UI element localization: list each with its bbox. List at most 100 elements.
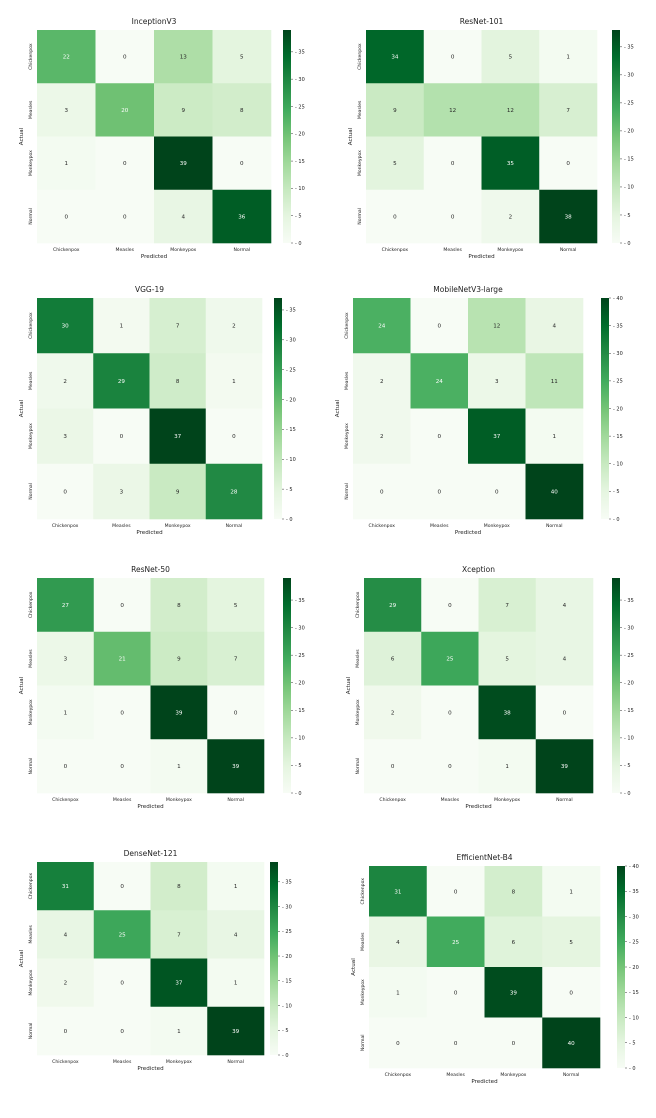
x-tick-label: Chickenpox — [369, 523, 396, 529]
heatmap-cell — [150, 862, 208, 911]
y-tick-label: Measles — [28, 925, 34, 944]
colorbar-tick-label: - 20 — [629, 965, 639, 971]
x-tick-label: Chickenpox — [52, 1059, 79, 1065]
heatmap-cell — [212, 30, 272, 84]
heatmap-cell — [366, 30, 425, 84]
heatmap-cell — [37, 739, 95, 794]
colorbar-tick-label: - 15 — [629, 990, 639, 996]
heatmap-cell — [423, 189, 482, 244]
y-tick-label: Normal — [360, 1034, 366, 1051]
cell-value-label: 5 — [240, 55, 244, 61]
heatmap-cell — [481, 189, 540, 244]
y-tick-label: Measles — [28, 371, 34, 390]
colorbar-tick-label: - 25 — [295, 653, 305, 659]
cell-value-label: 0 — [120, 710, 124, 716]
colorbar-tick-label: - 15 — [624, 157, 634, 163]
cell-value-label: 1 — [396, 990, 400, 996]
cell-value-label: 7 — [234, 657, 238, 663]
cell-value-label: 0 — [569, 990, 573, 996]
heatmap-cell — [539, 83, 598, 137]
x-tick-label: Normal — [563, 1072, 580, 1078]
cell-value-label: 25 — [452, 940, 460, 946]
heatmap-cell — [207, 685, 265, 740]
x-tick-label: Measles — [113, 1059, 132, 1065]
heatmap-cell — [37, 83, 96, 137]
heatmap-cell — [542, 1017, 601, 1069]
cell-value-label: 22 — [63, 55, 70, 61]
x-axis-label: Predicted — [141, 254, 168, 260]
colorbar-tick-label: - 10 — [282, 1003, 292, 1009]
heatmap-cell — [353, 353, 411, 409]
heatmap-cell — [93, 631, 151, 686]
cell-value-label: 27 — [62, 603, 70, 609]
heatmap-cell — [423, 136, 482, 191]
heatmap-cell — [37, 463, 94, 520]
heatmap-cell — [37, 631, 95, 686]
heatmap-cell — [426, 916, 485, 968]
colorbar-tick-label: - 30 — [282, 904, 292, 910]
cell-value-label: 40 — [551, 489, 559, 495]
cell-value-label: 0 — [380, 489, 384, 495]
colorbar — [283, 578, 291, 793]
colorbar-tick-label: - 10 — [286, 457, 296, 463]
heatmap-cell — [207, 910, 265, 959]
heatmap-cell — [150, 910, 208, 959]
y-axis-label: Actual — [346, 676, 352, 694]
x-tick-label: Monkeypox — [494, 797, 520, 803]
x-axis-label: Predicted — [465, 804, 492, 810]
y-tick-label: Chickenpox — [28, 591, 34, 618]
y-tick-label: Normal — [28, 758, 34, 775]
colorbar-tick-label: - 5 — [624, 763, 631, 769]
cell-value-label: 2 — [509, 214, 513, 220]
cell-value-label: 0 — [123, 55, 127, 61]
heatmap-cell — [154, 83, 213, 137]
colorbar-tick-label: - 10 — [624, 736, 634, 742]
colorbar-tick-label: - 25 — [613, 379, 623, 385]
y-axis-label: Actual — [335, 399, 341, 417]
colorbar-tick-label: - 10 — [295, 186, 305, 192]
x-tick-label: Chickenpox — [385, 1072, 412, 1078]
y-tick-label: Measles — [28, 649, 34, 668]
chart-title: ResNet-50 — [131, 565, 170, 574]
cell-value-label: 8 — [177, 884, 181, 890]
cell-value-label: 8 — [177, 603, 181, 609]
x-axis-label: Predicted — [468, 254, 495, 260]
colorbar — [612, 578, 620, 793]
x-tick-label: Chickenpox — [53, 247, 80, 253]
heatmap-cell — [542, 967, 601, 1018]
heatmap-cell — [95, 83, 155, 137]
colorbar-tick-label: - 20 — [295, 132, 305, 138]
cell-value-label: 0 — [120, 764, 124, 770]
x-tick-label: Chickenpox — [382, 247, 409, 253]
chart-title: Xception — [462, 565, 495, 574]
heatmap-cell — [149, 353, 207, 409]
cell-value-label: 0 — [563, 710, 567, 716]
cell-value-label: 30 — [62, 324, 70, 330]
cell-value-label: 31 — [394, 889, 402, 895]
x-tick-label: Monkeypox — [500, 1072, 526, 1078]
chart-title: DenseNet-121 — [124, 849, 178, 858]
y-tick-label: Measles — [357, 100, 363, 119]
cell-value-label: 8 — [176, 379, 180, 385]
colorbar-tick-label: - 35 — [282, 880, 292, 886]
heatmap-cell — [410, 408, 469, 465]
heatmap-cell — [525, 463, 584, 520]
cell-value-label: 0 — [120, 981, 124, 987]
heatmap-cell — [93, 958, 151, 1008]
heatmap-cell — [478, 685, 537, 740]
colorbar-tick-label: - 30 — [629, 914, 639, 920]
heatmap-cell — [95, 30, 155, 84]
cell-value-label: 0 — [566, 161, 570, 167]
heatmap-cell — [37, 298, 94, 354]
colorbar-tick-label: - 25 — [629, 940, 639, 946]
heatmap-cell — [37, 30, 96, 84]
cell-value-label: 5 — [234, 603, 238, 609]
heatmap-cell — [37, 353, 94, 409]
heatmap-cell — [525, 408, 584, 465]
cell-value-label: 1 — [566, 55, 570, 61]
x-tick-label: Chickenpox — [379, 797, 406, 803]
colorbar-tick-label: - 35 — [624, 598, 634, 604]
heatmap-cell — [149, 298, 207, 354]
cell-value-label: 1 — [177, 764, 181, 770]
heatmap-cell — [207, 958, 265, 1008]
